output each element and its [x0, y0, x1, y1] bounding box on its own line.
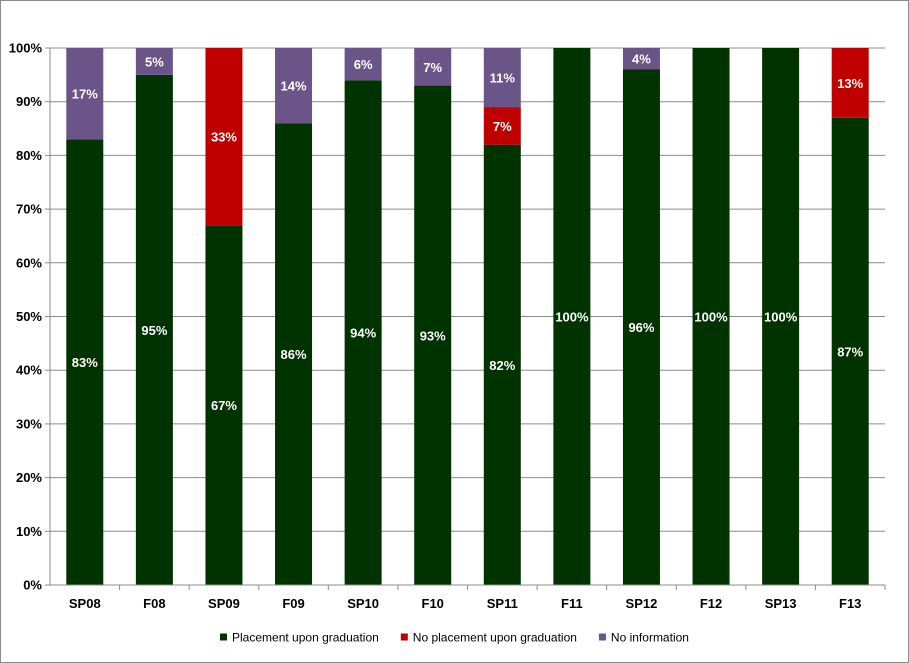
y-tick-label: 20%: [16, 470, 42, 485]
data-label: 87%: [837, 344, 863, 359]
data-label: 93%: [420, 328, 446, 343]
bar-segment: [622, 69, 660, 586]
bar-segment: [831, 48, 869, 118]
data-label: 100%: [764, 310, 798, 325]
x-tick-label: SP11: [487, 596, 518, 611]
data-label: 83%: [72, 355, 98, 370]
axes: 0% 10% 20% 30% 40% 50% 60% 70% 80% 90% 100% SP08 F08…: [9, 41, 886, 611]
y-tick-label: 80%: [16, 148, 42, 163]
x-tick-label: SP10: [347, 596, 379, 611]
gridlines: [50, 47, 885, 586]
bars: [66, 48, 869, 586]
bar-segment: [344, 80, 382, 585]
data-label: 14%: [281, 79, 307, 94]
legend-label: No information: [611, 631, 689, 645]
data-label: 7%: [423, 60, 442, 75]
y-tick-label: 60%: [16, 255, 42, 270]
y-tick-label: 70%: [16, 202, 42, 217]
bar-segment: [135, 74, 173, 585]
x-tick-label: F11: [561, 596, 583, 611]
data-label: 82%: [489, 358, 515, 373]
legend: Placement upon graduation No placement up…: [220, 631, 689, 645]
data-label: 94%: [350, 326, 376, 341]
bar-segment: [66, 139, 104, 586]
bar-segment: [66, 48, 104, 140]
bar-segment: [135, 48, 173, 75]
data-label: 96%: [628, 320, 654, 335]
legend-swatch: [400, 633, 408, 641]
y-tick-label: 90%: [16, 94, 42, 109]
data-label: 100%: [694, 310, 728, 325]
y-tick-label: 0%: [23, 578, 42, 593]
data-label: 86%: [281, 347, 307, 362]
data-labels: 83% 17% 95% 5% 67% 33% 86% 14% 94% 6% 93% 7% 82% 7% 11…: [72, 52, 864, 413]
x-tick-label: F13: [839, 596, 861, 611]
y-tick-label: 50%: [16, 309, 42, 324]
bar-segment: [483, 144, 521, 585]
y-tick-label: 40%: [16, 363, 42, 378]
x-tick-label: SP08: [69, 596, 101, 611]
bar-segment: [414, 48, 452, 86]
bar-segment: [205, 48, 243, 226]
legend-swatch: [598, 633, 606, 641]
data-label: 17%: [72, 87, 98, 102]
x-tick-label: F08: [143, 596, 165, 611]
x-tick-label: SP09: [208, 596, 240, 611]
legend-label: Placement upon graduation: [232, 631, 379, 645]
data-label: 33%: [211, 130, 237, 145]
x-tick-label: SP13: [765, 596, 797, 611]
x-tick-label: F12: [700, 596, 722, 611]
data-label: 4%: [632, 52, 651, 67]
bar-segment: [275, 123, 313, 586]
bar-segment: [553, 48, 591, 585]
y-tick-label: 30%: [16, 416, 42, 431]
bar-segment: [762, 48, 800, 585]
data-label: 11%: [490, 71, 516, 86]
legend-swatch: [220, 633, 228, 641]
data-label: 13%: [837, 76, 863, 91]
x-tick-label: F10: [422, 596, 444, 611]
y-tick-label: 100%: [9, 41, 43, 56]
bar-segment: [622, 48, 660, 70]
data-label: 7%: [493, 119, 512, 134]
bar-segment: [483, 107, 521, 145]
bar-segment: [831, 117, 869, 585]
bar-segment: [692, 48, 730, 585]
x-tick-label: F09: [282, 596, 304, 611]
bar-segment: [205, 225, 243, 585]
data-label: 67%: [211, 398, 237, 413]
data-label: 100%: [555, 310, 589, 325]
x-tick-label: SP12: [626, 596, 658, 611]
bar-segment: [483, 48, 521, 108]
data-label: 6%: [354, 57, 373, 72]
legend-label: No placement upon graduation: [413, 631, 577, 645]
bar-segment: [344, 48, 382, 81]
y-tick-label: 10%: [16, 524, 42, 539]
bar-segment: [414, 85, 452, 585]
data-label: 5%: [145, 54, 164, 69]
bar-segment: [275, 48, 313, 124]
data-label: 95%: [141, 323, 167, 338]
